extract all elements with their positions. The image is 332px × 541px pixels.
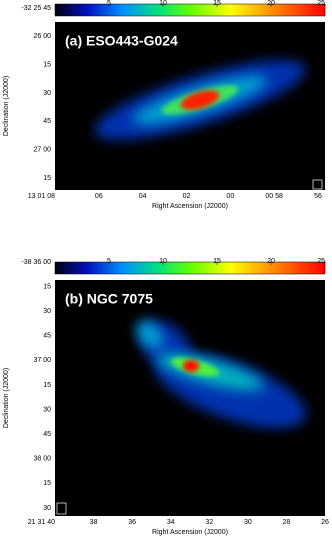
panel-label: (a) ESO443-G024 [65,33,178,49]
y-tick-label: 45 [43,118,51,125]
y-tick-label: 15 [43,175,51,182]
x-tick-label: 26 [321,519,329,526]
colorbar-tick-label: 10 [159,0,167,7]
panel-label: (b) NGC 7075 [65,291,153,307]
galaxy-emission [94,60,306,140]
y-tick-label: 38 00 [33,456,51,463]
x-axis-label: Right Ascension (J2000) [152,529,228,536]
x-tick-label: 00 58 [265,193,283,200]
colorbar-tick-label: 5 [107,0,111,7]
y-tick-label: 15 [43,283,51,290]
y-tick-label: -38 36 00 [21,259,51,266]
x-tick-label: 32 [205,519,213,526]
y-axis-label: Declination (J2000) [3,368,10,428]
y-tick-label: 27 00 [33,147,51,154]
colorbar-tick-label: 10 [159,258,167,265]
y-tick-label: 45 [43,431,51,438]
y-tick-label: 45 [43,333,51,340]
y-tick-label: 15 [43,480,51,487]
y-tick-label: 30 [43,308,51,315]
galaxy-emission [137,320,306,428]
y-tick-label: 37 00 [33,357,51,364]
x-tick-label: 21 31 40 [28,519,55,526]
beam-box [56,502,67,515]
beam-box [312,179,323,190]
y-tick-label: 15 [43,62,51,69]
colorbar-tick-label: 20 [267,0,275,7]
colorbar-tick-label: 5 [107,258,111,265]
y-tick-label: 26 00 [33,33,51,40]
colorbar [54,3,326,17]
colorbar-tick-label: 25 [317,258,325,265]
x-tick-label: 06 [95,193,103,200]
colorbar-tick-label: 15 [213,258,221,265]
x-tick-label: 28 [283,519,291,526]
y-tick-label: 30 [43,406,51,413]
y-tick-label: 30 [43,90,51,97]
y-tick-label: 15 [43,382,51,389]
x-axis-label: Right Ascension (J2000) [152,203,228,210]
x-tick-label: 04 [139,193,147,200]
x-tick-label: 13 01 08 [28,193,55,200]
x-tick-label: 34 [167,519,175,526]
colorbar [54,261,326,275]
colorbar-tick-label: 20 [267,258,275,265]
colorbar-tick-label: 25 [317,0,325,7]
x-tick-label: 36 [128,519,136,526]
x-tick-label: 38 [90,519,98,526]
y-axis-label: Declination (J2000) [3,76,10,136]
x-tick-label: 30 [244,519,252,526]
x-tick-label: 56 [314,193,322,200]
x-tick-label: 00 [226,193,234,200]
x-tick-label: 02 [183,193,191,200]
y-tick-label: 30 [43,505,51,512]
colorbar-tick-label: 15 [213,0,221,7]
y-tick-label: -32 25 45 [21,5,51,12]
